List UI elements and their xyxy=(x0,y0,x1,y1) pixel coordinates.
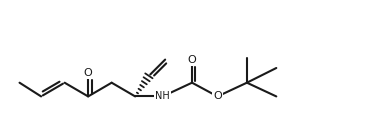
Text: O: O xyxy=(188,55,196,65)
Text: O: O xyxy=(213,91,222,101)
Text: O: O xyxy=(84,68,93,78)
Text: NH: NH xyxy=(155,91,170,101)
